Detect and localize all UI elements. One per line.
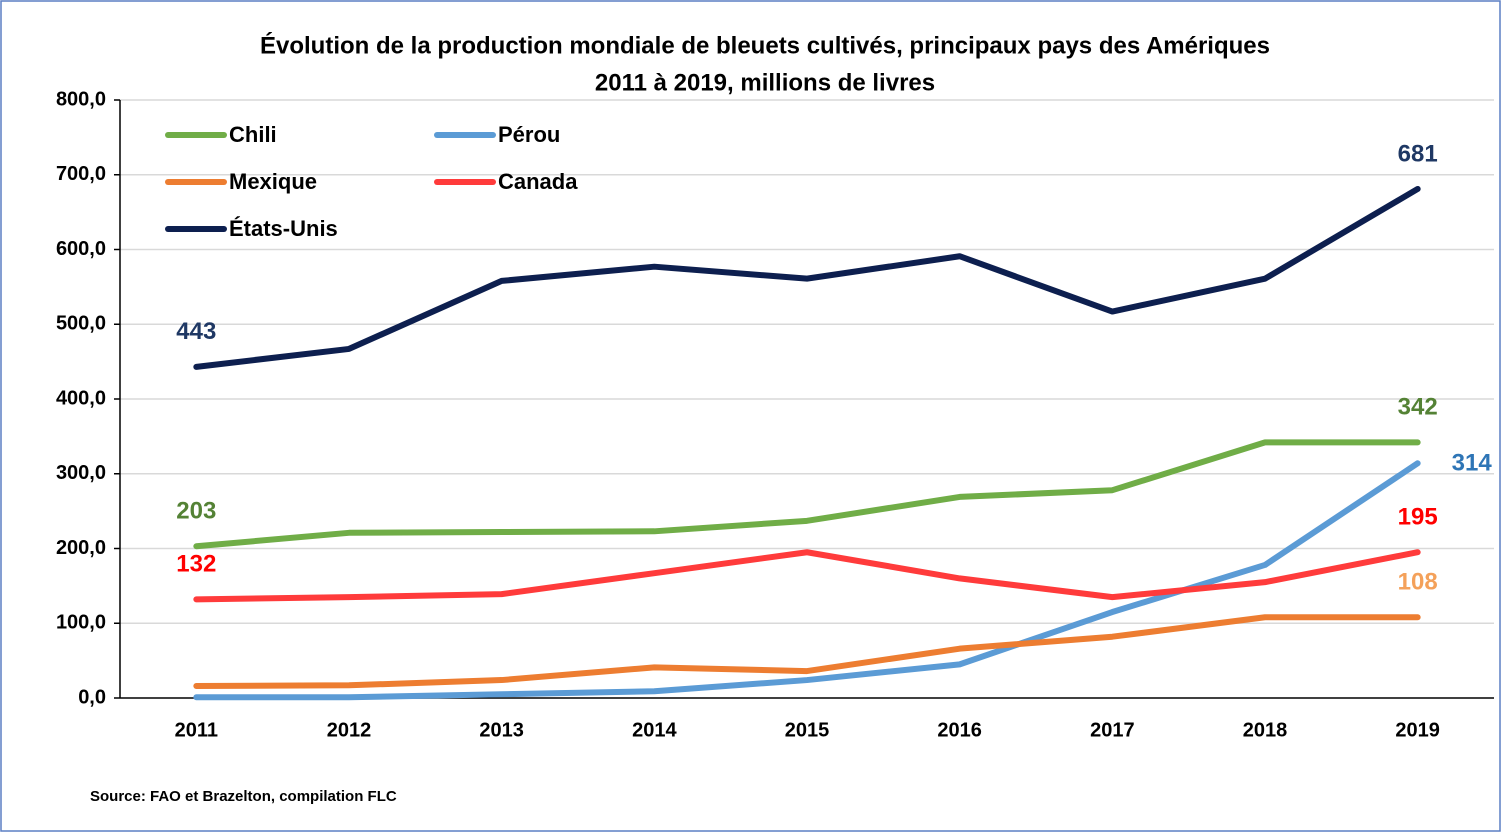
data-label: 108 <box>1398 569 1438 596</box>
x-tick-label: 2014 <box>632 719 677 741</box>
x-tick-label: 2012 <box>327 719 372 741</box>
series-line <box>193 185 1421 370</box>
data-label: 443 <box>176 318 216 345</box>
x-tick-label: 2015 <box>785 719 830 741</box>
series-line <box>193 549 1421 603</box>
x-tick-label: 2019 <box>1395 719 1440 741</box>
x-tick-label: 2011 <box>175 719 218 741</box>
y-tick-label: 100,0 <box>56 612 106 634</box>
x-tick-label: 2018 <box>1243 719 1288 741</box>
legend-label: Mexique <box>229 169 317 194</box>
y-tick-label: 700,0 <box>56 163 106 185</box>
y-tick-label: 600,0 <box>56 238 106 260</box>
legend-label: Pérou <box>498 122 560 147</box>
data-label: 195 <box>1398 504 1438 531</box>
y-tick-label: 400,0 <box>56 387 106 409</box>
legend-label: États-Unis <box>229 216 338 241</box>
data-label: 314 <box>1452 450 1493 477</box>
y-tick-label: 300,0 <box>56 462 106 484</box>
legend-label: Canada <box>498 169 578 194</box>
y-tick-label: 500,0 <box>56 313 106 335</box>
source-note: Source: FAO et Brazelton, compilation FL… <box>90 788 397 805</box>
series-line <box>193 460 1421 701</box>
data-label: 342 <box>1398 394 1438 421</box>
y-tick-label: 800,0 <box>56 88 106 110</box>
chart-subtitle: 2011 à 2019, millions de livres <box>595 69 935 96</box>
y-tick-label: 200,0 <box>56 537 106 559</box>
x-tick-label: 2016 <box>937 719 982 741</box>
data-label: 132 <box>176 551 216 578</box>
legend-label: Chili <box>229 122 277 147</box>
y-tick-label: 0,0 <box>78 686 106 708</box>
series-line <box>193 439 1421 550</box>
x-tick-label: 2017 <box>1090 719 1135 741</box>
data-label: 681 <box>1398 140 1438 167</box>
chart-title: Évolution de la production mondiale de b… <box>260 31 1270 59</box>
series-line <box>193 614 1421 690</box>
data-label: 203 <box>176 498 216 525</box>
x-tick-label: 2013 <box>479 719 524 741</box>
